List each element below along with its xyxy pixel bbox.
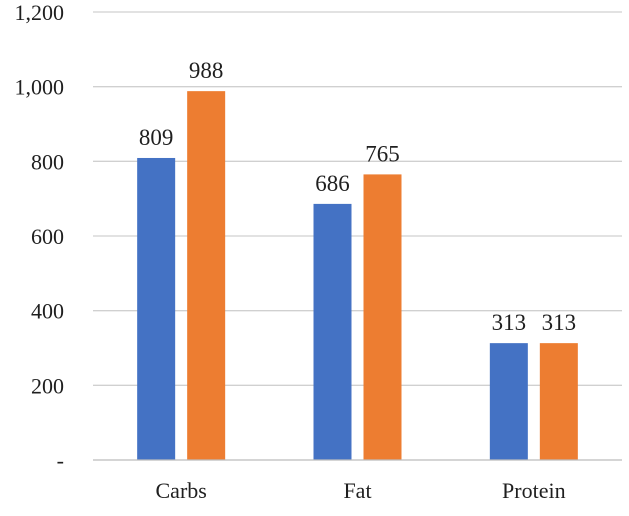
- bar-fat-series-2: [363, 174, 402, 460]
- bar-protein-series-1: [489, 343, 528, 460]
- data-label-fat-series-2: 765: [365, 141, 400, 166]
- y-tick-label: -: [57, 448, 64, 473]
- data-label-carbs-series-2: 988: [189, 58, 224, 83]
- y-tick-label: 400: [31, 299, 64, 324]
- gridlines: [93, 11, 622, 386]
- x-category-label: Protein: [502, 478, 566, 503]
- data-label-fat-series-1: 686: [315, 171, 350, 196]
- y-tick-label: 1,200: [15, 0, 65, 25]
- y-tick-label: 800: [31, 149, 64, 174]
- y-tick-label: 200: [31, 373, 64, 398]
- bar-carbs-series-1: [137, 157, 176, 460]
- x-axis: Carbs Fat Protein: [93, 459, 622, 503]
- x-category-label: Fat: [343, 478, 371, 503]
- x-category-label: Carbs: [156, 478, 207, 503]
- y-tick-label: 600: [31, 224, 64, 249]
- bars: [137, 91, 578, 461]
- bar-carbs-series-2: [187, 91, 226, 460]
- y-tick-label: 1,000: [15, 75, 65, 100]
- bar-protein-series-2: [539, 343, 578, 460]
- data-label-carbs-series-1: 809: [139, 125, 174, 150]
- bar-fat-series-1: [313, 203, 352, 461]
- y-axis: - 200 400 600 800 1,000 1,200: [15, 0, 65, 473]
- data-label-protein-series-2: 313: [542, 310, 577, 335]
- data-label-protein-series-1: 313: [492, 310, 527, 335]
- data-labels: 809 988 686 765 313 313: [139, 58, 576, 335]
